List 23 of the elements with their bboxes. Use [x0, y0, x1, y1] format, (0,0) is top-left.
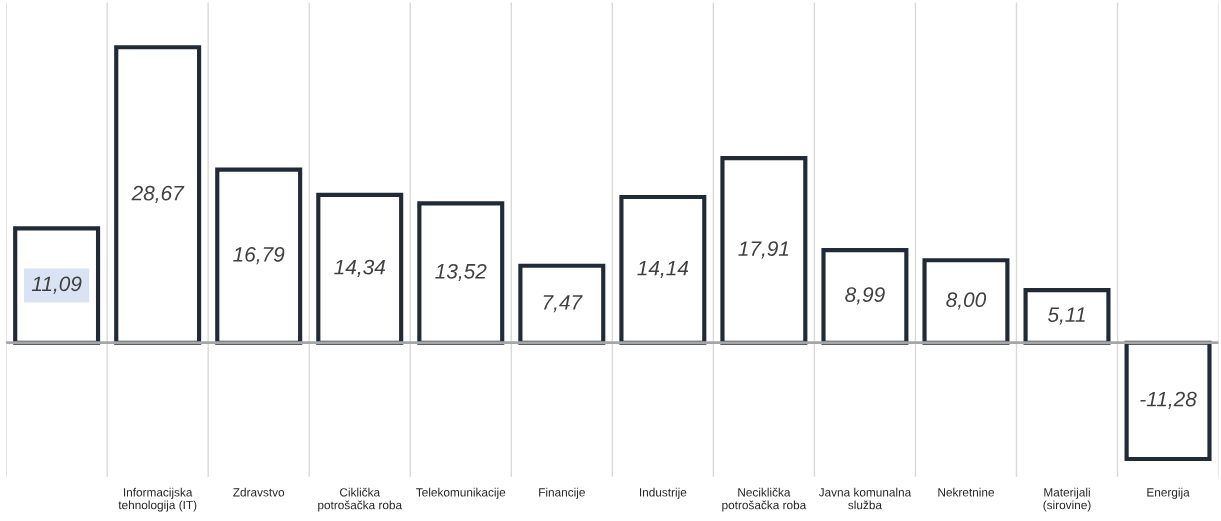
data-label: 8,00 [946, 292, 987, 310]
x-tick-label: Industrije [639, 487, 687, 499]
data-label: 14,14 [637, 260, 689, 278]
x-tick-label: Financije [539, 487, 585, 499]
data-label: 16,79 [233, 247, 285, 265]
x-tick-label: Neciklička potrošačka roba [722, 487, 807, 512]
data-label: -11,28 [1140, 391, 1197, 409]
x-tick-label: Zdravstvo [233, 487, 285, 497]
x-tick-label: Materijali (sirovine) [1043, 487, 1091, 512]
x-tick-label: Nekretnine [938, 487, 994, 497]
data-label: 11,09 [31, 276, 82, 294]
data-label: 5,11 [1047, 307, 1085, 325]
data-label: 13,52 [435, 263, 487, 282]
x-tick-label: Informacijska tehnologija (IT) [118, 487, 197, 512]
data-label: 28,67 [131, 185, 185, 204]
data-label: 7,47 [543, 295, 583, 313]
x-tick-label: Energija [1147, 487, 1190, 499]
x-tick-label: Telekomunikacije [416, 487, 506, 499]
data-label: 8,99 [845, 287, 885, 305]
data-label: 14,34 [334, 259, 386, 277]
x-tick-label: Javna komunalna služba [818, 487, 912, 510]
x-tick-label: Ciklička potrošačka roba [318, 487, 403, 512]
data-label: 17,91 [738, 241, 789, 259]
